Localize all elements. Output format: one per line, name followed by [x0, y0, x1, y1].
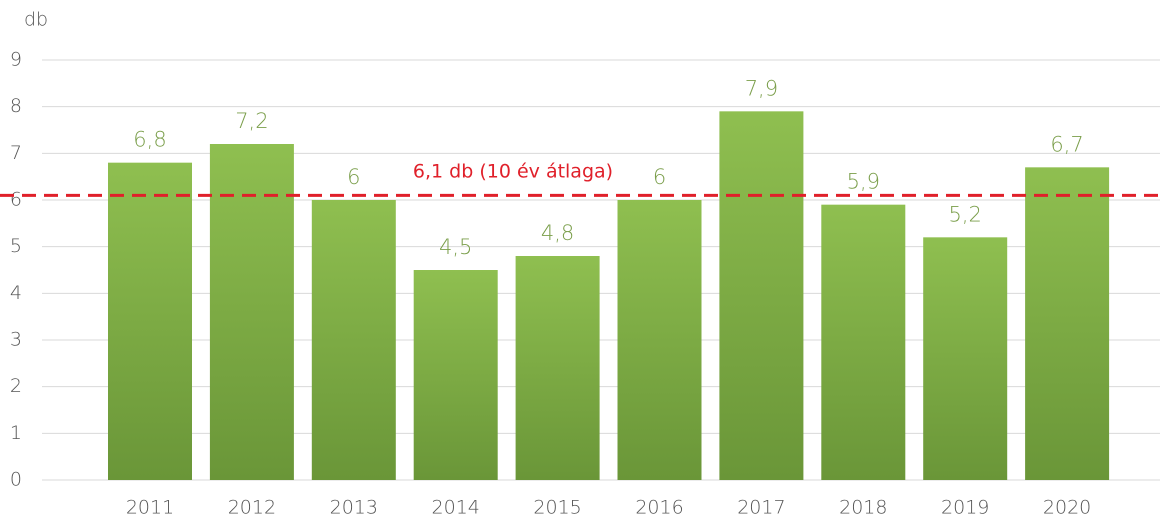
- bar: [719, 111, 804, 480]
- bar: [209, 144, 294, 480]
- value-label: 4,8: [541, 221, 574, 245]
- bar: [821, 204, 906, 480]
- y-axis-label: db: [24, 9, 48, 31]
- x-tick-label: 2012: [228, 497, 276, 519]
- x-tick-label: 2014: [432, 497, 480, 519]
- bar: [515, 256, 600, 480]
- y-tick-label: 4: [10, 282, 22, 304]
- y-tick-label: 8: [10, 95, 22, 117]
- y-tick-label: 5: [10, 235, 22, 257]
- value-label: 5,2: [948, 202, 981, 226]
- value-label: 6: [347, 165, 360, 189]
- y-tick-label: 6: [10, 189, 22, 211]
- x-tick-label: 2020: [1043, 497, 1091, 519]
- bar: [1025, 167, 1110, 481]
- bar: [617, 200, 702, 480]
- bar: [413, 270, 498, 480]
- x-tick-label: 2018: [839, 497, 887, 519]
- value-label: 7,9: [745, 76, 778, 100]
- value-label: 6,7: [1050, 132, 1083, 156]
- bar: [108, 162, 192, 480]
- y-tick-label: 1: [10, 422, 22, 444]
- y-tick-label: 0: [10, 469, 22, 491]
- bar: [311, 200, 396, 480]
- y-tick-label: 9: [10, 49, 22, 71]
- x-tick-label: 2015: [533, 497, 581, 519]
- value-label: 5,9: [847, 170, 880, 194]
- value-label: 7,2: [235, 109, 268, 133]
- value-label: 4,5: [439, 235, 472, 259]
- y-tick-label: 2: [10, 375, 22, 397]
- y-tick-label: 7: [10, 142, 22, 164]
- value-label: 6: [653, 165, 666, 189]
- bar: [923, 237, 1008, 480]
- x-tick-label: 2019: [941, 497, 989, 519]
- y-tick-label: 3: [10, 329, 22, 351]
- value-label: 6,8: [133, 128, 166, 152]
- x-tick-label: 2013: [330, 497, 378, 519]
- x-tick-label: 2016: [635, 497, 683, 519]
- average-label: 6,1 db (10 év átlaga): [413, 161, 613, 183]
- x-tick-label: 2011: [126, 497, 174, 519]
- x-tick-label: 2017: [737, 497, 785, 519]
